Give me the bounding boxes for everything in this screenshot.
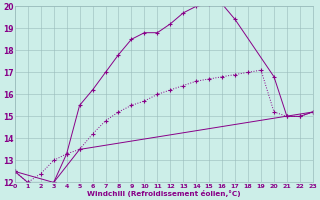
X-axis label: Windchill (Refroidissement éolien,°C): Windchill (Refroidissement éolien,°C) [87,190,241,197]
